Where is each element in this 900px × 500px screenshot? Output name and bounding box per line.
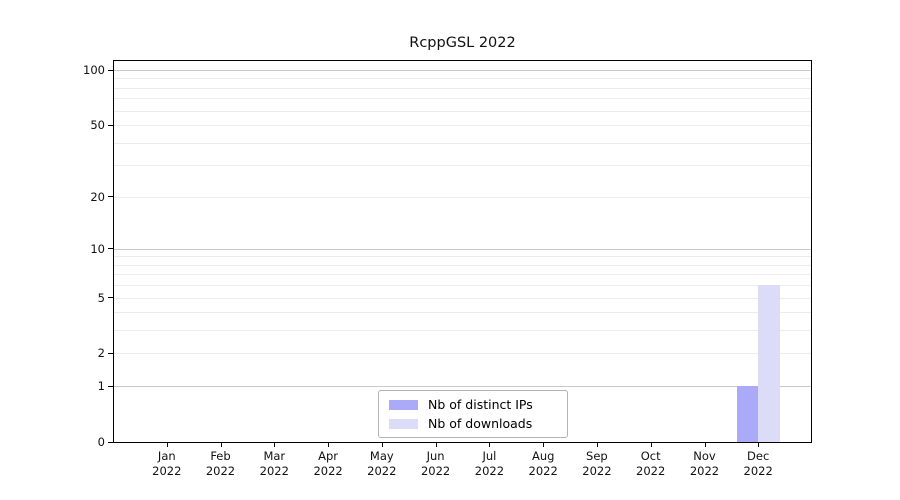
gridline-minor-60 <box>114 110 811 112</box>
y-tick-50 <box>108 124 113 126</box>
y-tick-label-1: 1 <box>97 379 105 394</box>
x-tick-year: 2022 <box>152 464 182 478</box>
y-tick-label-20: 20 <box>90 189 105 204</box>
x-tick-sep <box>596 443 598 447</box>
x-tick-nov <box>704 443 706 447</box>
legend-row-downloads: Nb of downloads <box>389 416 557 431</box>
y-tick-label-100: 100 <box>83 63 105 77</box>
x-tick-label-mar: Mar 2022 <box>247 449 301 479</box>
x-tick-jun <box>435 443 437 447</box>
x-tick-label-aug: Aug 2022 <box>516 449 570 479</box>
x-tick-year: 2022 <box>689 464 720 478</box>
x-tick-label-may: May 2022 <box>355 449 409 479</box>
y-tick-0 <box>108 441 113 443</box>
x-tick-month: Dec <box>747 449 770 463</box>
gridline-minor-2 <box>114 353 811 355</box>
y-tick-2 <box>108 352 113 354</box>
gridline-minor-50 <box>114 125 811 127</box>
legend-row-distinct-ips: Nb of distinct IPs <box>389 397 557 412</box>
x-tick-label-jun: Jun 2022 <box>409 449 463 479</box>
legend-label-distinct-ips: Nb of distinct IPs <box>428 397 533 412</box>
gridline-minor-4 <box>114 312 811 314</box>
x-tick-label-dec: Dec 2022 <box>731 449 785 479</box>
x-tick-jul <box>489 443 491 447</box>
gridline-minor-6 <box>114 285 811 287</box>
x-tick-label-feb: Feb 2022 <box>194 449 248 479</box>
gridline-minor-9 <box>114 256 811 258</box>
gridline-minor-70 <box>114 98 811 100</box>
y-tick-label-50: 50 <box>90 118 105 133</box>
y-tick-20 <box>108 196 113 198</box>
x-tick-year: 2022 <box>313 464 343 478</box>
y-tick-5 <box>108 297 113 299</box>
gridline-minor-3 <box>114 330 811 332</box>
x-tick-month: Feb <box>210 449 231 463</box>
x-tick-month: May <box>369 449 394 463</box>
y-tick-1 <box>108 385 113 387</box>
x-tick-year: 2022 <box>205 464 236 478</box>
gridline-minor-40 <box>114 142 811 144</box>
y-tick-label-0: 0 <box>97 435 105 449</box>
chart-title: RcppGSL 2022 <box>409 35 516 51</box>
x-tick-month: Jul <box>482 449 497 463</box>
legend-label-downloads: Nb of downloads <box>428 416 533 431</box>
x-tick-year: 2022 <box>582 464 612 478</box>
gridline-minor-90 <box>114 78 811 80</box>
x-tick-oct <box>650 443 652 447</box>
bar-downloads-dec <box>758 285 780 442</box>
x-tick-year: 2022 <box>528 464 558 478</box>
gridline-minor-30 <box>114 165 811 167</box>
gridline-major-10 <box>114 248 811 250</box>
gridline-major-100 <box>114 70 811 71</box>
x-tick-month: Jan <box>157 449 176 463</box>
gridline-major-1 <box>114 386 811 388</box>
x-tick-label-jul: Jul 2022 <box>462 449 516 479</box>
x-tick-month: Oct <box>640 449 661 463</box>
x-tick-label-nov: Nov 2022 <box>678 449 732 479</box>
x-tick-label-oct: Oct 2022 <box>624 449 678 479</box>
x-tick-feb <box>220 443 222 447</box>
x-tick-label-jan: Jan 2022 <box>140 449 194 479</box>
x-tick-month: Apr <box>318 449 339 463</box>
x-tick-may <box>381 443 383 447</box>
gridline-minor-8 <box>114 264 811 266</box>
x-tick-aug <box>543 443 545 447</box>
plot-area <box>113 60 812 443</box>
x-tick-month: Aug <box>531 449 555 463</box>
x-tick-dec <box>758 443 760 447</box>
x-tick-year: 2022 <box>474 464 505 478</box>
x-tick-year: 2022 <box>636 464 666 478</box>
y-tick-10 <box>108 248 113 250</box>
bar-distinct-ips-dec <box>736 386 759 442</box>
y-tick-label-2: 2 <box>97 346 105 361</box>
x-tick-jan <box>166 443 168 447</box>
y-tick-label-10: 10 <box>90 241 105 256</box>
legend: Nb of distinct IPs Nb of downloads <box>378 390 568 438</box>
x-tick-apr <box>328 443 330 447</box>
x-tick-month: Nov <box>693 449 716 463</box>
gridline-minor-20 <box>114 196 811 198</box>
legend-swatch-downloads <box>389 418 418 429</box>
x-tick-mar <box>274 443 276 447</box>
x-tick-year: 2022 <box>420 464 451 478</box>
x-tick-year: 2022 <box>743 464 773 478</box>
legend-swatch-distinct-ips <box>389 399 418 410</box>
x-tick-year: 2022 <box>259 464 289 478</box>
gridline-minor-7 <box>114 274 811 276</box>
y-tick-label-5: 5 <box>97 290 105 305</box>
x-tick-month: Mar <box>263 449 286 463</box>
x-tick-year: 2022 <box>367 464 397 478</box>
x-tick-month: Sep <box>586 449 608 463</box>
y-tick-100 <box>108 69 113 71</box>
x-tick-label-sep: Sep 2022 <box>570 449 624 479</box>
x-tick-label-apr: Apr 2022 <box>301 449 355 479</box>
x-tick-month: Jun <box>426 449 445 463</box>
gridline-minor-5 <box>114 297 811 299</box>
gridline-minor-80 <box>114 87 811 89</box>
